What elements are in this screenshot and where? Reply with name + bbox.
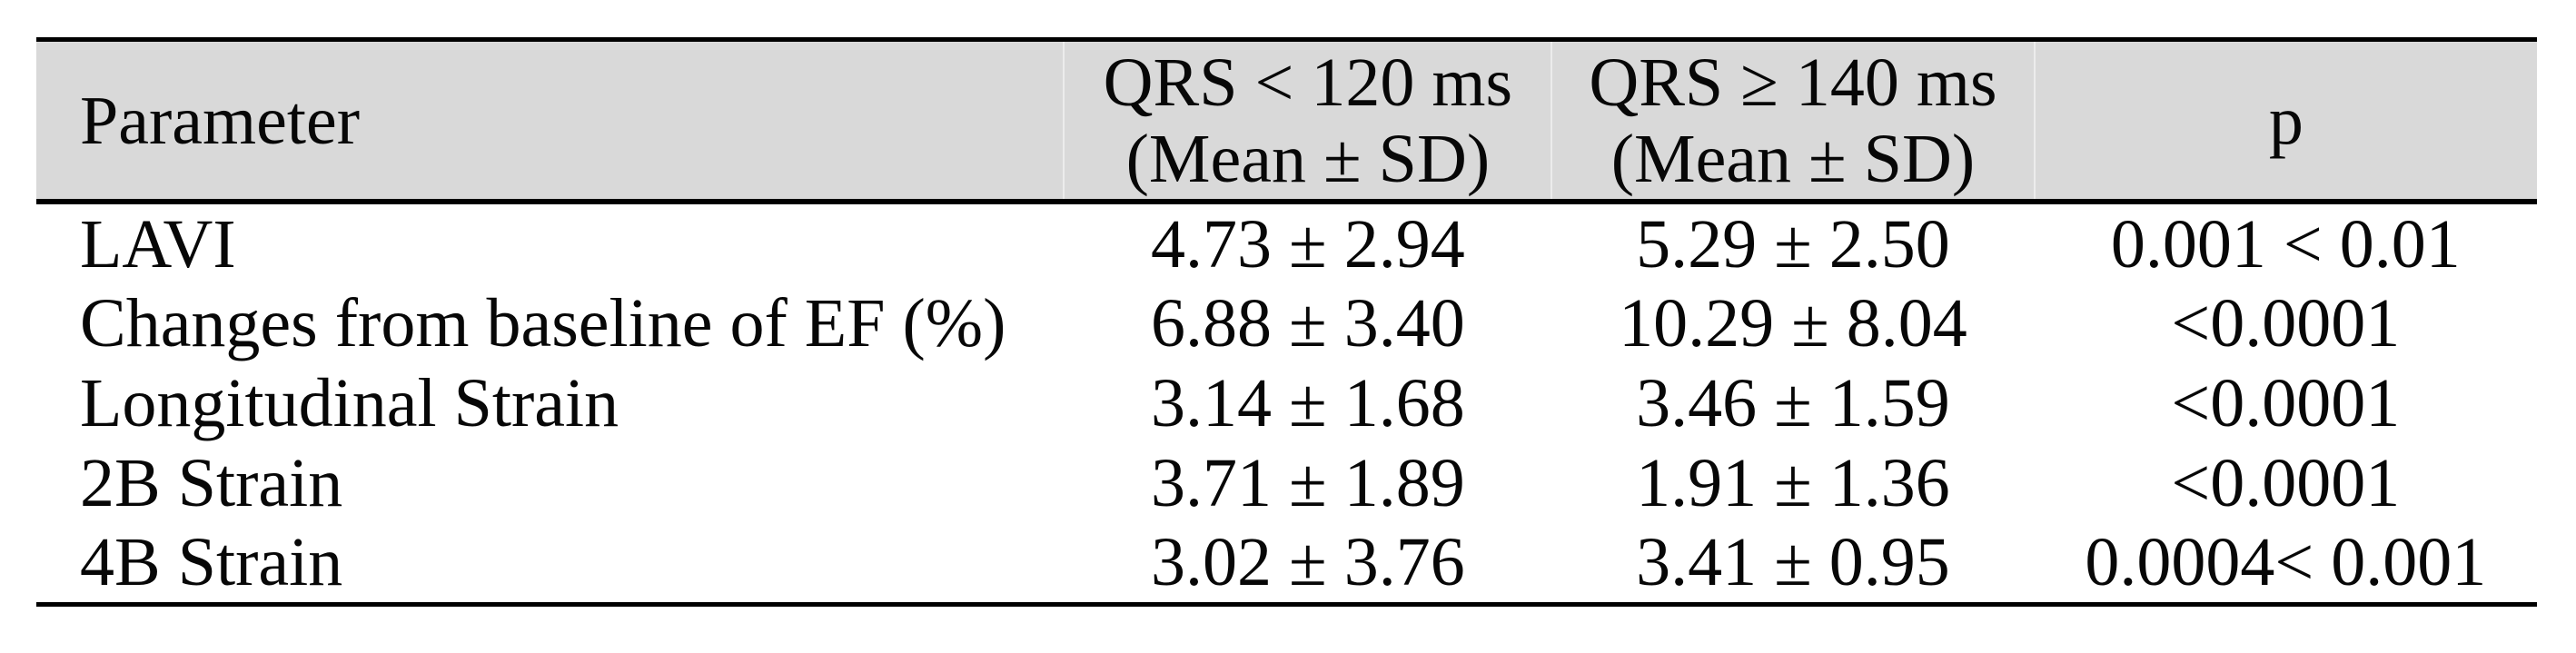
results-table: Parameter QRS < 120 ms (Mean ± SD) QRS ≥…	[36, 37, 2537, 607]
col-header-qrs-lt-120-line2: (Mean ± SD)	[1125, 120, 1491, 197]
col-header-qrs-lt-120: QRS < 120 ms (Mean ± SD)	[1063, 37, 1552, 204]
cell-p-value: <0.0001	[2171, 444, 2401, 521]
table-row: Changes from baseline of EF (%) 6.88 ± 3…	[36, 284, 2537, 364]
col-header-p: p	[2033, 37, 2537, 204]
cell-qrs-ge-140: 5.29 ± 2.50	[1636, 205, 1950, 282]
table-header: Parameter QRS < 120 ms (Mean ± SD) QRS ≥…	[36, 37, 2537, 204]
cell-parameter: 4B Strain	[36, 522, 1065, 607]
col-header-qrs-ge-140: QRS ≥ 140 ms (Mean ± SD)	[1551, 37, 2035, 204]
cell-qrs-ge-140: 1.91 ± 1.36	[1636, 444, 1950, 521]
cell-p-value: 0.0004< 0.001	[2034, 522, 2537, 607]
cell-p-value: <0.0001	[2171, 285, 2401, 362]
cell-parameter: Longitudinal Strain	[80, 364, 619, 441]
cell-qrs-lt-120: 3.02 ± 3.76	[1064, 522, 1552, 607]
table-row: 2B Strain 3.71 ± 1.89 1.91 ± 1.36 <0.000…	[36, 443, 2537, 523]
col-header-qrs-lt-120-line1: QRS < 120 ms	[1103, 44, 1513, 121]
cell-parameter: Changes from baseline of EF (%)	[80, 285, 1006, 362]
cell-qrs-lt-120: 4.73 ± 2.94	[1151, 205, 1465, 282]
cell-qrs-ge-140: 3.41 ± 0.95	[1551, 522, 2035, 607]
cell-qrs-lt-120: 3.71 ± 1.89	[1151, 444, 1465, 521]
cell-qrs-lt-120: 6.88 ± 3.40	[1151, 285, 1465, 362]
col-header-qrs-ge-140-line1: QRS ≥ 140 ms	[1589, 44, 1997, 121]
cell-qrs-ge-140: 10.29 ± 8.04	[1619, 285, 1967, 362]
table-row: LAVI 4.73 ± 2.94 5.29 ± 2.50 0.001 < 0.0…	[36, 202, 2537, 284]
cell-parameter: 2B Strain	[80, 444, 343, 521]
cell-p-value: 0.001 < 0.01	[2110, 205, 2461, 282]
table-body: LAVI 4.73 ± 2.94 5.29 ± 2.50 0.001 < 0.0…	[36, 202, 2537, 607]
col-header-parameter: Parameter	[36, 37, 1065, 204]
cell-qrs-lt-120: 3.14 ± 1.68	[1151, 364, 1465, 441]
col-header-qrs-ge-140-line2: (Mean ± SD)	[1610, 120, 1976, 197]
cell-p-value: <0.0001	[2171, 364, 2401, 441]
table-row: 4B Strain 3.02 ± 3.76 3.41 ± 0.95 0.0004…	[36, 522, 2537, 607]
cell-parameter: LAVI	[80, 205, 236, 282]
header-row: Parameter QRS < 120 ms (Mean ± SD) QRS ≥…	[36, 37, 2537, 204]
cell-qrs-ge-140: 3.46 ± 1.59	[1636, 364, 1950, 441]
table-row: Longitudinal Strain 3.14 ± 1.68 3.46 ± 1…	[36, 363, 2537, 443]
